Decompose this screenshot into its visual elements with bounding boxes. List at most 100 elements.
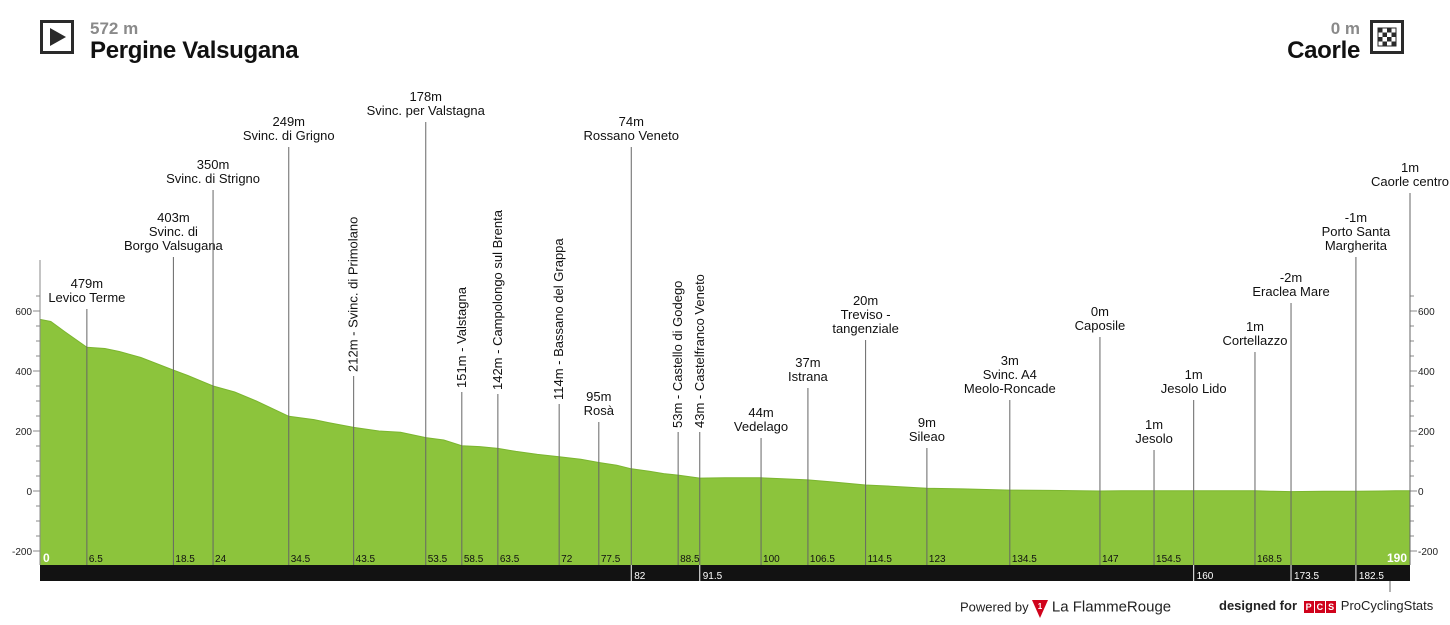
waypoint-elevation: 479m — [71, 276, 104, 291]
km-label: 182.5 — [1359, 571, 1384, 582]
km-label: 72 — [561, 554, 573, 565]
km-label: 58.5 — [464, 554, 484, 565]
km-label: 43.5 — [356, 554, 376, 565]
waypoint-elevation: 3m — [1001, 353, 1019, 368]
left-y-axis-tick-label: 400 — [15, 367, 32, 378]
km-label: 91.5 — [703, 571, 723, 582]
powered-by-text: Powered by — [960, 599, 1029, 615]
km-label: 134.5 — [1012, 554, 1037, 565]
waypoint-name: Levico Terme — [48, 290, 125, 305]
left-y-axis-tick-label: -200 — [12, 547, 32, 558]
waypoint-elevation: 403m — [157, 210, 190, 225]
right-y-axis-tick-label: -200 — [1418, 547, 1438, 558]
km-label: 160 — [1197, 571, 1214, 582]
km-label: 173.5 — [1294, 571, 1319, 582]
waypoint-elevation: -2m — [1280, 270, 1302, 285]
play-icon — [40, 20, 74, 54]
left-y-axis-tick-label: 600 — [15, 307, 32, 318]
km-label: 88.5 — [680, 554, 700, 565]
waypoint-elevation: 178m — [409, 89, 442, 104]
start-elevation: 572 m — [90, 19, 139, 38]
km-label: 106.5 — [810, 554, 835, 565]
finish-city: Caorle — [1287, 37, 1360, 64]
waypoint-elevation: 0m — [1091, 304, 1109, 319]
waypoint-name: Rosà — [584, 403, 615, 418]
pcs-badge-s: S — [1326, 600, 1337, 613]
finish-info: 0 m Caorle — [1287, 20, 1360, 64]
km-label: 82 — [634, 571, 646, 582]
waypoint-name: Svinc. di — [149, 224, 198, 239]
waypoint-elevation: 20m — [853, 293, 878, 308]
right-y-axis-tick-label: 600 — [1418, 307, 1435, 318]
flamme-rouge-brand: La FlammeRouge — [1051, 598, 1172, 616]
km-label: 18.5 — [175, 554, 195, 565]
checkered-flag-icon — [1370, 20, 1404, 54]
waypoint-label: 114m - Bassano del Grappa — [551, 238, 566, 400]
km-bar — [40, 565, 1410, 581]
km-end-label: 0 — [43, 551, 50, 565]
waypoint-elevation: 9m — [918, 415, 936, 430]
waypoint-name: Istrana — [788, 369, 829, 384]
right-y-axis-tick-label: 0 — [1418, 487, 1424, 498]
waypoint-name: Eraclea Mare — [1252, 284, 1329, 299]
km-label: 100 — [763, 554, 780, 565]
waypoint-name: Svinc. A4 — [983, 367, 1037, 382]
right-y-axis-tick-label: 400 — [1418, 367, 1435, 378]
waypoint-elevation: -1m — [1345, 210, 1367, 225]
waypoint-name: Rossano Veneto — [584, 128, 679, 143]
designed-for-text: designed for — [1219, 598, 1298, 613]
waypoint-label: 151m - Valstagna — [454, 286, 469, 388]
waypoint-name: Porto Santa — [1322, 224, 1391, 239]
waypoint-name: Borgo Valsugana — [124, 238, 224, 253]
elevation-area — [40, 319, 1410, 565]
waypoint-name: Caposile — [1075, 318, 1126, 333]
waypoint-name: Svinc. di Strigno — [166, 171, 260, 186]
waypoint-label: 53m - Castello di Godego — [670, 281, 685, 428]
waypoint-name: Jesolo — [1135, 431, 1173, 446]
km-label: 6.5 — [89, 554, 103, 565]
waypoint-elevation: 44m — [748, 405, 773, 420]
waypoint-elevation: 1m — [1401, 160, 1419, 175]
waypoint-elevation: 1m — [1185, 367, 1203, 382]
waypoint-name: Treviso - — [841, 307, 891, 322]
waypoint-name: Sileao — [909, 429, 945, 444]
km-label: 123 — [929, 554, 946, 565]
km-label: 168.5 — [1257, 554, 1282, 565]
waypoint-name: Margherita — [1325, 238, 1388, 253]
right-y-axis-tick-label: 200 — [1418, 427, 1435, 438]
waypoint-elevation: 1m — [1246, 319, 1264, 334]
finish-elevation: 0 m — [1330, 19, 1360, 38]
waypoint-elevation: 249m — [272, 114, 305, 129]
footer-powered: Powered by 1 La FlammeRouge — [960, 598, 1171, 618]
km-label: 24 — [215, 554, 227, 565]
waypoint-label: 43m - Castelfranco Veneto — [692, 274, 707, 428]
waypoint-label: 212m - Svinc. di Primolano — [346, 217, 361, 372]
waypoint-label: 142m - Campolongo sul Brenta — [490, 209, 505, 390]
flamme-rouge-icon: 1 — [1032, 600, 1049, 618]
start-info: 572 m Pergine Valsugana — [90, 19, 299, 64]
left-y-axis-tick-label: 0 — [26, 487, 32, 498]
waypoint-name: Meolo-Roncade — [964, 381, 1056, 396]
waypoint-elevation: 74m — [619, 114, 644, 129]
waypoint-name: Cortellazzo — [1222, 333, 1287, 348]
km-label: 114.5 — [868, 554, 893, 565]
waypoint-name: Svinc. di Grigno — [243, 128, 335, 143]
km-label: 154.5 — [1156, 554, 1181, 565]
waypoint-name: Svinc. per Valstagna — [367, 103, 486, 118]
waypoint-name: Caorle centro — [1371, 174, 1449, 189]
waypoint-name: Vedelago — [734, 419, 788, 434]
pcs-badge-p: P — [1303, 600, 1314, 613]
km-end-label: 190 — [1387, 551, 1407, 565]
start-city: Pergine Valsugana — [90, 37, 299, 64]
pcs-badge-c: C — [1314, 600, 1326, 613]
km-label: 63.5 — [500, 554, 520, 565]
left-y-axis-tick-label: 200 — [15, 427, 32, 438]
procyclingstats-text: ProCyclingStats — [1340, 598, 1434, 613]
waypoint-elevation: 350m — [197, 157, 230, 172]
km-label: 147 — [1102, 554, 1119, 565]
waypoint-name: Jesolo Lido — [1161, 381, 1227, 396]
waypoint-name: tangenziale — [832, 321, 899, 336]
